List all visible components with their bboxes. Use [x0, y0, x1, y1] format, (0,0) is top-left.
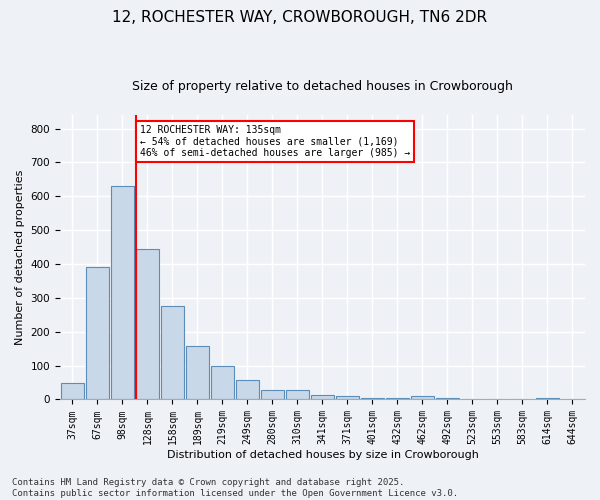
Bar [211, 366, 233, 400]
X-axis label: Distribution of detached houses by size in Crowborough: Distribution of detached houses by size … [167, 450, 478, 460]
Title: Size of property relative to detached houses in Crowborough: Size of property relative to detached ho… [132, 80, 513, 93]
Bar [361, 398, 384, 400]
Bar [61, 383, 83, 400]
Text: 12 ROCHESTER WAY: 135sqm
← 54% of detached houses are smaller (1,169)
46% of sem: 12 ROCHESTER WAY: 135sqm ← 54% of detach… [140, 125, 410, 158]
Bar [386, 398, 409, 400]
Bar [186, 346, 209, 400]
Bar [111, 186, 134, 400]
Text: Contains HM Land Registry data © Crown copyright and database right 2025.
Contai: Contains HM Land Registry data © Crown c… [12, 478, 458, 498]
Bar [536, 398, 559, 400]
Bar [311, 394, 334, 400]
Bar [236, 380, 259, 400]
Bar [161, 306, 184, 400]
Bar [436, 398, 459, 400]
Bar [86, 268, 109, 400]
Bar [336, 396, 359, 400]
Bar [286, 390, 308, 400]
Y-axis label: Number of detached properties: Number of detached properties [15, 170, 25, 345]
Bar [136, 249, 158, 400]
Bar [411, 396, 434, 400]
Text: 12, ROCHESTER WAY, CROWBOROUGH, TN6 2DR: 12, ROCHESTER WAY, CROWBOROUGH, TN6 2DR [112, 10, 488, 25]
Bar [261, 390, 284, 400]
